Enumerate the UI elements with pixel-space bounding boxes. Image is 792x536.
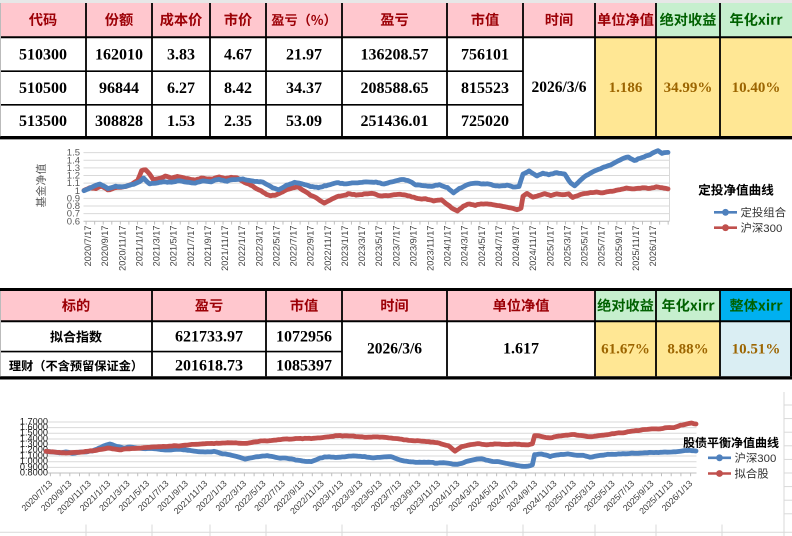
svg-text:2025/1/17: 2025/1/17 (545, 226, 555, 267)
svg-text:10.40%: 10.40% (732, 80, 781, 96)
svg-text:2023/3/17: 2023/3/17 (357, 226, 367, 267)
svg-text:1.7000: 1.7000 (20, 416, 48, 426)
svg-text:0.7: 0.7 (67, 209, 80, 220)
svg-text:2025/3/17: 2025/3/17 (563, 226, 573, 267)
svg-text:2023/9/17: 2023/9/17 (408, 226, 418, 267)
svg-text:2022/7/17: 2022/7/17 (289, 226, 299, 267)
svg-text:2021/7/17: 2021/7/17 (186, 226, 196, 267)
svg-text:1.186: 1.186 (609, 80, 643, 96)
svg-text:201618.73: 201618.73 (175, 357, 243, 374)
svg-text:2022/1/17: 2022/1/17 (237, 226, 247, 267)
svg-text:10.51%: 10.51% (732, 342, 781, 358)
svg-text:8.88%: 8.88% (667, 342, 708, 358)
svg-text:510500: 510500 (19, 80, 67, 97)
svg-text:2022/9/17: 2022/9/17 (306, 226, 316, 267)
svg-text:2020/9/17: 2020/9/17 (100, 226, 110, 267)
svg-text:3.83: 3.83 (167, 47, 195, 64)
svg-text:8.42: 8.42 (224, 80, 252, 97)
svg-text:2025/5/17: 2025/5/17 (580, 226, 590, 267)
svg-text:53.09: 53.09 (286, 113, 322, 130)
svg-text:1.3: 1.3 (67, 163, 80, 174)
svg-text:308828: 308828 (95, 113, 143, 130)
svg-text:510300: 510300 (19, 47, 67, 64)
svg-text:21.97: 21.97 (286, 47, 322, 64)
svg-text:2022/11/17: 2022/11/17 (323, 226, 333, 271)
svg-text:0.8000: 0.8000 (20, 467, 48, 477)
svg-text:208588.65: 208588.65 (361, 80, 429, 97)
svg-text:2024/9/17: 2024/9/17 (511, 226, 521, 267)
svg-text:61.67%: 61.67% (601, 342, 650, 358)
svg-text:34.37: 34.37 (286, 80, 322, 97)
svg-text:2021/11/17: 2021/11/17 (220, 226, 230, 271)
svg-text:0.6: 0.6 (67, 216, 80, 227)
svg-text:1.2000: 1.2000 (20, 445, 48, 455)
svg-text:2022/5/17: 2022/5/17 (271, 226, 281, 267)
svg-text:815523: 815523 (461, 80, 509, 97)
svg-text:4.67: 4.67 (224, 47, 252, 64)
svg-text:2023/7/17: 2023/7/17 (391, 226, 401, 267)
svg-text:34.99%: 34.99% (664, 80, 713, 96)
svg-text:1.2: 1.2 (67, 171, 80, 182)
svg-text:2024/5/17: 2024/5/17 (477, 226, 487, 267)
svg-text:1.5: 1.5 (67, 148, 80, 159)
svg-text:96844: 96844 (99, 80, 139, 97)
svg-text:300: 300 (757, 453, 776, 465)
svg-text:1.3000: 1.3000 (20, 439, 48, 449)
svg-text:2022/3/17: 2022/3/17 (254, 226, 264, 267)
svg-text:1085397: 1085397 (276, 357, 332, 374)
svg-text:300: 300 (763, 223, 782, 235)
svg-text:1072956: 1072956 (276, 329, 332, 346)
svg-text:1.617: 1.617 (503, 341, 539, 358)
svg-text:2024/3/17: 2024/3/17 (460, 226, 470, 267)
svg-text:0.9: 0.9 (67, 193, 80, 204)
svg-text:2024/7/17: 2024/7/17 (494, 226, 504, 267)
svg-text:1.4: 1.4 (67, 155, 80, 166)
svg-text:1.1: 1.1 (67, 178, 80, 189)
svg-text:1.1000: 1.1000 (20, 450, 48, 460)
svg-text:1.5000: 1.5000 (20, 428, 48, 438)
svg-text:1: 1 (75, 186, 80, 197)
svg-text:2024/1/17: 2024/1/17 (443, 226, 453, 267)
svg-text:0.8: 0.8 (67, 201, 80, 212)
svg-text:251436.01: 251436.01 (361, 113, 429, 130)
svg-text:2023/11/17: 2023/11/17 (426, 226, 436, 271)
svg-text:2021/5/17: 2021/5/17 (169, 226, 179, 267)
svg-text:1.6000: 1.6000 (20, 422, 48, 432)
svg-text:136208.57: 136208.57 (361, 47, 429, 64)
svg-text:2026/3/6: 2026/3/6 (367, 341, 422, 358)
svg-text:2021/1/17: 2021/1/17 (135, 226, 145, 267)
svg-text:2020/11/17: 2020/11/17 (117, 226, 127, 271)
svg-text:6.27: 6.27 (167, 80, 195, 97)
svg-text:2025/9/17: 2025/9/17 (614, 226, 624, 267)
svg-text:2026/1/17: 2026/1/17 (648, 226, 658, 267)
svg-text:756101: 756101 (461, 47, 509, 64)
svg-text:162010: 162010 (95, 47, 143, 64)
svg-text:725020: 725020 (461, 113, 509, 130)
svg-text:621733.97: 621733.97 (175, 329, 243, 346)
svg-text:513500: 513500 (19, 113, 67, 130)
svg-text:1.53: 1.53 (167, 113, 195, 130)
svg-text:2026/3/6: 2026/3/6 (531, 79, 586, 96)
svg-text:2023/1/17: 2023/1/17 (340, 226, 350, 267)
svg-text:2025/7/17: 2025/7/17 (597, 226, 607, 267)
svg-text:2023/5/17: 2023/5/17 (374, 226, 384, 267)
svg-text:2024/11/17: 2024/11/17 (528, 226, 538, 271)
svg-text:2021/9/17: 2021/9/17 (203, 226, 213, 267)
svg-text:2020/7/17: 2020/7/17 (83, 226, 93, 267)
svg-text:1.4000: 1.4000 (20, 433, 48, 443)
svg-text:1.0000: 1.0000 (20, 456, 48, 466)
svg-text:2.35: 2.35 (224, 113, 252, 130)
svg-text:0.9000: 0.9000 (20, 462, 48, 472)
svg-text:2025/11/17: 2025/11/17 (631, 226, 641, 271)
svg-text:2021/3/17: 2021/3/17 (152, 226, 162, 267)
